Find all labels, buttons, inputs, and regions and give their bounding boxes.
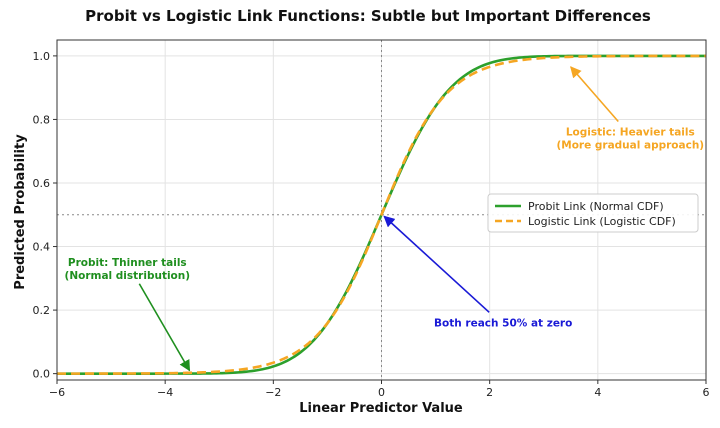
annotation-text-logistic: (More gradual approach) [556,140,704,152]
annotation-text-zero: Both reach 50% at zero [434,317,572,329]
series-layer [57,54,706,375]
annotation-arrow-zero [383,215,490,313]
legend-box [487,193,699,233]
y-tick-label: 0.4 [33,241,51,254]
x-tick-label: 0 [378,386,385,399]
x-tick-label: 4 [594,386,601,399]
x-tick-label: 2 [486,386,493,399]
x-axis-label: Linear Predictor Value [299,401,463,416]
legend-entry: Probit Link (Normal CDF) [528,200,664,213]
x-tick-label: −4 [157,386,173,399]
y-tick-label: 0.6 [33,177,51,190]
y-tick-label: 1.0 [33,50,51,63]
x-tick-label: 6 [703,386,710,399]
y-tick-label: 0.0 [33,368,51,381]
y-tick-label: 0.8 [33,113,51,126]
legend: Probit Link (Normal CDF) Logistic Link (L… [487,193,699,233]
x-tick-label: −6 [49,386,65,399]
annotation-text-probit: Probit: Thinner tails [68,257,187,269]
annotation-text-probit: (Normal distribution) [65,270,191,282]
annotation-text-logistic: Logistic: Heavier tails [566,127,695,139]
x-tick-label: −2 [265,386,281,399]
series-line-logistic [57,54,706,375]
y-tick-label: 0.2 [33,304,51,317]
y-axis-label: Predicted Probability [13,134,28,290]
annotations: Probit: Thinner tails(Normal distributio… [65,66,704,372]
annotation-arrow-logistic [570,66,619,123]
annotation-arrow-probit [138,283,191,372]
chart-title: Probit vs Logistic Link Functions: Subtl… [85,7,651,25]
axis-ticks: −6 −4 −2 0 2 4 6 0.0 0.2 0.4 0.6 0.8 1.0 [33,50,710,399]
legend-entry: Logistic Link (Logistic CDF) [528,215,676,228]
